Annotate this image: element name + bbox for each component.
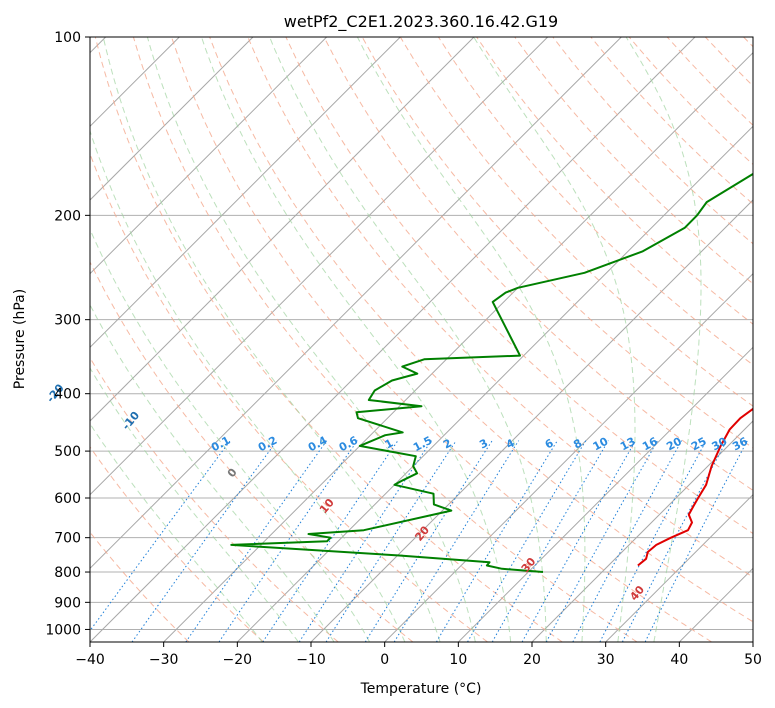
- y-tick-label: 900: [54, 595, 81, 611]
- moist-adiabat-line: [90, 367, 299, 642]
- mixing-ratio-line: [262, 440, 399, 642]
- mixing-ratio-line: [491, 440, 609, 642]
- x-tick-label: 20: [523, 652, 541, 668]
- mixing-ratio-line: [131, 440, 278, 642]
- moist-adiabat-line: [625, 37, 702, 642]
- moist-adiabat-line: [90, 228, 371, 642]
- isotherm-line: [90, 37, 475, 422]
- mixing-ratio-line: [572, 440, 683, 642]
- x-tick-label: −30: [149, 652, 179, 668]
- y-tick-label: 700: [54, 531, 81, 547]
- isotherm-line: [236, 125, 753, 642]
- mixing-ratio-line: [521, 440, 637, 642]
- mixing-ratio-label: 10: [591, 435, 611, 454]
- y-tick-label: 300: [54, 313, 81, 329]
- x-tick-label: −10: [296, 652, 326, 668]
- dry-adiabat-line: [514, 37, 753, 285]
- isotherm-line: [90, 37, 622, 570]
- mixing-ratio-label: 16: [640, 435, 660, 454]
- mixing-ratio-label: 20: [664, 435, 684, 454]
- dewpoint-profile-line: [230, 172, 753, 573]
- moist-adiabat-line: [201, 37, 512, 642]
- y-tick-label: 1000: [45, 622, 81, 638]
- dry-adiabat-line: [90, 356, 339, 642]
- x-tick-label: 0: [380, 652, 389, 668]
- axis-layer: −40 −30 −20 −10 0 10 20 30 40 50 100 200 300 400 500 60…: [45, 30, 762, 668]
- isotherm-line: [457, 346, 753, 642]
- x-tick-label: −20: [223, 652, 253, 668]
- moist-adiabat-line: [269, 37, 547, 642]
- x-tick-label: 30: [597, 652, 615, 668]
- dry-adiabat-line: [476, 37, 753, 325]
- isotherm-line: [384, 272, 753, 642]
- dry-adiabat-line: [171, 37, 712, 642]
- moist-adiabat-line: [90, 422, 263, 642]
- dry-adiabat-line: [132, 37, 638, 642]
- y-tick-label: 200: [54, 208, 81, 224]
- isotherm-line: [163, 51, 753, 642]
- chart-title: wetPf2_C2E1.2023.360.16.42.G19: [284, 12, 558, 32]
- mixing-ratio-label: 30: [710, 435, 730, 454]
- dry-adiabat-line: [247, 37, 753, 578]
- x-tick-label: 40: [670, 652, 688, 668]
- isotherm-line: [90, 37, 254, 201]
- mixing-ratio-label: 25: [689, 435, 709, 454]
- moist-adiabat-line: [90, 129, 406, 642]
- temperature-profile-line: [637, 407, 753, 567]
- mixing-ratio-line: [545, 440, 659, 642]
- mixing-ratio-label: 13: [618, 435, 638, 454]
- isotherm-line: [90, 37, 401, 349]
- moist-adiabat-line: [473, 37, 636, 642]
- mixing-ratio-line: [364, 440, 493, 642]
- dry-adiabat-line: [209, 37, 753, 623]
- y-tick-label: 400: [54, 387, 81, 403]
- mixing-ratio-line: [90, 440, 231, 632]
- y-tick-label: 800: [54, 565, 81, 581]
- mixing-ratio-line: [467, 440, 587, 642]
- grid-layer: [90, 37, 753, 642]
- x-tick-label: 10: [449, 652, 467, 668]
- mixing-ratio-line: [393, 440, 520, 642]
- dry-adiabat-line: [90, 446, 264, 642]
- y-axis-label: Pressure (hPa): [12, 289, 28, 389]
- isotherm-line: [90, 37, 549, 496]
- plot-frame: [89, 36, 754, 643]
- y-tick-label: 600: [54, 491, 81, 507]
- moist-adiabat-line: [90, 303, 335, 642]
- mixing-ratio-layer: [90, 440, 748, 642]
- isotherm-line: [531, 420, 753, 642]
- x-tick-label: −40: [75, 652, 105, 668]
- x-axis-label: Temperature (°C): [360, 681, 482, 697]
- mixing-ratio-line: [325, 440, 457, 642]
- x-tick-label: 50: [744, 652, 762, 668]
- mixing-ratio-label: 36: [730, 435, 750, 454]
- dry-adiabat-line: [323, 37, 753, 491]
- isotherm-line: [90, 37, 328, 275]
- isotherm-line: [90, 37, 696, 642]
- mixing-ratio-line: [644, 440, 748, 642]
- mixing-ratio-line: [435, 440, 558, 642]
- moist-adiabat-line: [356, 37, 586, 642]
- moist-adiabat-line: [102, 37, 441, 642]
- isotherm-line: [605, 493, 753, 642]
- y-tick-label: 100: [54, 30, 81, 46]
- y-tick-label: 500: [54, 444, 81, 460]
- mixing-ratio-line: [185, 440, 328, 642]
- dry-adiabat-line: [285, 37, 753, 535]
- series-layer: [230, 172, 753, 573]
- dry-adiabat-line: [90, 260, 414, 642]
- moist-adiabat-line: [146, 37, 476, 642]
